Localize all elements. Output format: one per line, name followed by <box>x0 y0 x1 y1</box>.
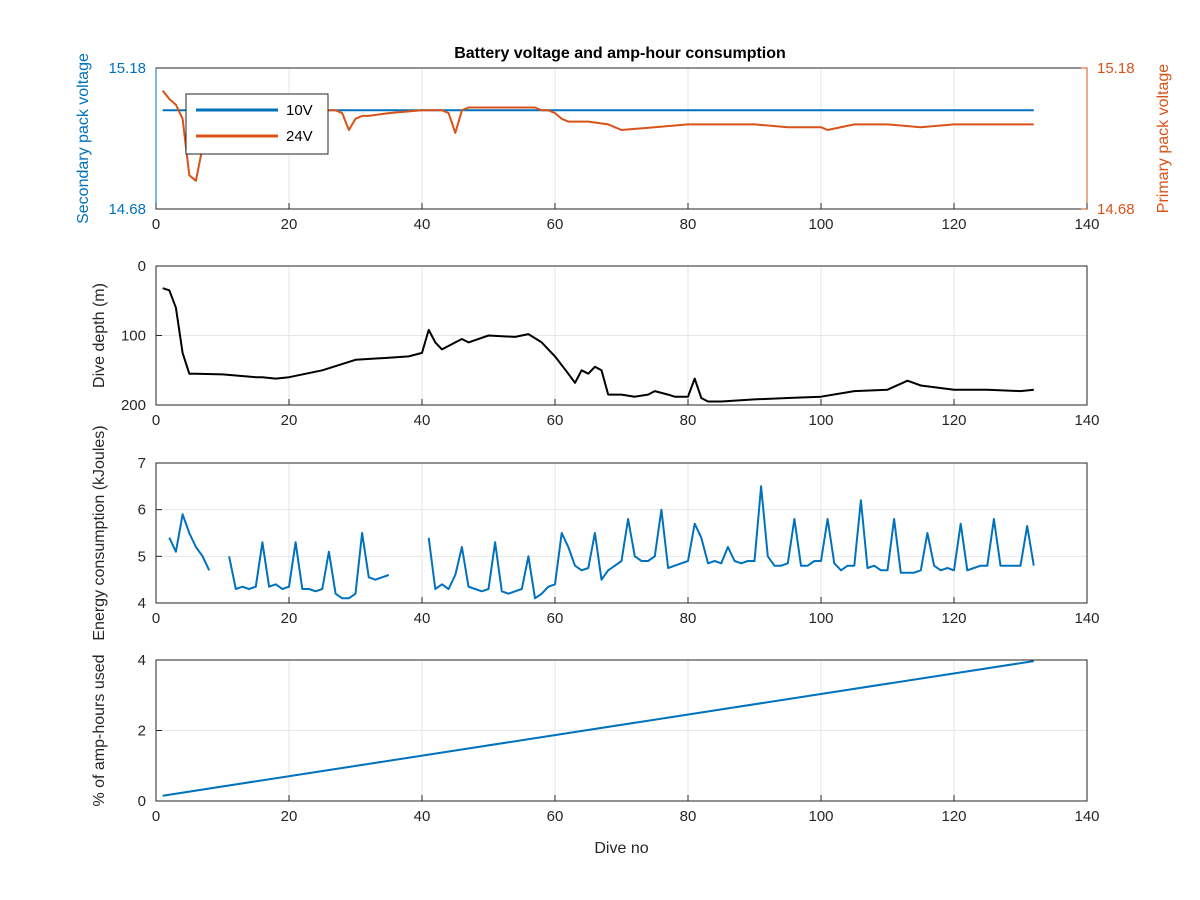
y-axis: 0 100 200 <box>121 258 162 414</box>
x-tick-label: 120 <box>941 412 966 429</box>
x-tick-label: 20 <box>281 808 298 825</box>
x-tick-label: 60 <box>547 412 564 429</box>
x-axis: 0 20 40 60 80 100 120 140 <box>152 203 1100 233</box>
x-tick-label: 120 <box>941 808 966 825</box>
x-tick-label: 80 <box>680 610 697 627</box>
subplot-4: 0 20 40 60 80 100 120 140 0 2 4 % of amp-hours used… <box>91 652 1100 857</box>
y-tick-label: 7 <box>138 455 146 472</box>
series-line-1-2 <box>228 532 390 600</box>
x-tick-label: 120 <box>941 610 966 627</box>
x-tick-label: 0 <box>152 412 160 429</box>
x-tick-label: 20 <box>281 216 298 233</box>
x-tick-label: 40 <box>414 610 431 627</box>
x-tick-label: 100 <box>808 610 833 627</box>
plot-area <box>156 463 1087 603</box>
figure-title: Battery voltage and amp-hour consumption <box>454 45 786 62</box>
x-tick-label: 40 <box>414 216 431 233</box>
x-tick-label: 60 <box>547 610 564 627</box>
subplot-1: 0 20 40 60 80 100 120 14014.6815.1814.6815.18Se… <box>75 53 1172 233</box>
x-tick-label: 40 <box>414 808 431 825</box>
legend-label-24v: 24V <box>286 128 313 145</box>
x-tick-label: 0 <box>152 808 160 825</box>
x-axis: 0 20 40 60 80 100 120 140 <box>152 399 1100 429</box>
y-tick-label: 0 <box>138 258 146 275</box>
x-tick-label: 100 <box>808 216 833 233</box>
legend: 10V 24V <box>185 93 329 155</box>
y-axis: 4 5 6 7 <box>138 455 162 612</box>
y-axis: 14.68 15.18 <box>108 60 162 218</box>
series-group <box>168 485 1035 600</box>
x-tick-label: 40 <box>414 412 431 429</box>
axes-layer: 0 20 40 60 80 100 120 14014.6815.1814.6815.18Se… <box>75 53 1172 857</box>
x-tick-label: 80 <box>680 216 697 233</box>
y-tick-label: 0 <box>138 793 146 810</box>
x-tick-label: 0 <box>152 610 160 627</box>
x-tick-label: 140 <box>1074 610 1099 627</box>
y-axis-label: % of amp-hours used <box>91 654 108 806</box>
series-group <box>162 287 1034 403</box>
x-tick-label: 80 <box>680 808 697 825</box>
y-tick-label: 200 <box>121 397 146 414</box>
series-group <box>162 660 1034 797</box>
y-tick-label-right: 14.68 <box>1097 201 1135 218</box>
y-tick-label: 100 <box>121 328 146 345</box>
y-tick-label: 4 <box>138 595 146 612</box>
y-tick-label: 6 <box>138 502 146 519</box>
x-tick-label: 100 <box>808 412 833 429</box>
series-line-1-1 <box>168 513 211 571</box>
x-tick-label: 80 <box>680 412 697 429</box>
x-tick-label: 120 <box>941 216 966 233</box>
series-line-1-1 <box>162 287 1034 403</box>
x-tick-label: 0 <box>152 216 160 233</box>
x-tick-label: 100 <box>808 808 833 825</box>
legend-label-10v: 10V <box>286 102 313 119</box>
y-tick-label-right: 15.18 <box>1097 60 1135 77</box>
x-tick-label: 60 <box>547 216 564 233</box>
x-tick-label: 140 <box>1074 412 1099 429</box>
y-axis-label-right: Primary pack voltage <box>1155 64 1172 213</box>
y-axis: 0 2 4 <box>138 652 162 810</box>
series-line-1-1 <box>162 660 1034 797</box>
legend-box <box>185 93 329 155</box>
y-axis-right: 14.68 15.18 <box>1081 60 1135 218</box>
y-axis-label: Dive depth (m) <box>91 283 108 388</box>
y-tick-label: 4 <box>138 652 146 669</box>
subplot-3: 0 20 40 60 80 100 120 140 4 5 6 7 Energy consumption… <box>91 425 1100 640</box>
y-tick-label: 14.68 <box>108 201 146 218</box>
x-axis: 0 20 40 60 80 100 120 140 <box>152 597 1100 627</box>
x-axis: 0 20 40 60 80 100 120 140 <box>152 795 1100 825</box>
x-tick-label: 140 <box>1074 808 1099 825</box>
x-tick-label: 140 <box>1074 216 1099 233</box>
y-axis-label: Secondary pack voltage <box>75 53 92 224</box>
subplot-2: 0 20 40 60 80 100 120 140 0 100 200 Dive depth (m) <box>91 258 1100 429</box>
x-axis-label: Dive no <box>594 840 648 857</box>
axes-box <box>155 462 1088 604</box>
y-tick-label: 5 <box>138 548 146 565</box>
y-axis-label: Energy consumption (kJoules) <box>91 425 108 640</box>
x-tick-label: 60 <box>547 808 564 825</box>
x-tick-label: 20 <box>281 412 298 429</box>
y-tick-label: 2 <box>138 723 146 740</box>
y-tick-label: 15.18 <box>108 60 146 77</box>
x-tick-label: 20 <box>281 610 298 627</box>
series-line-1-3 <box>427 485 1035 600</box>
